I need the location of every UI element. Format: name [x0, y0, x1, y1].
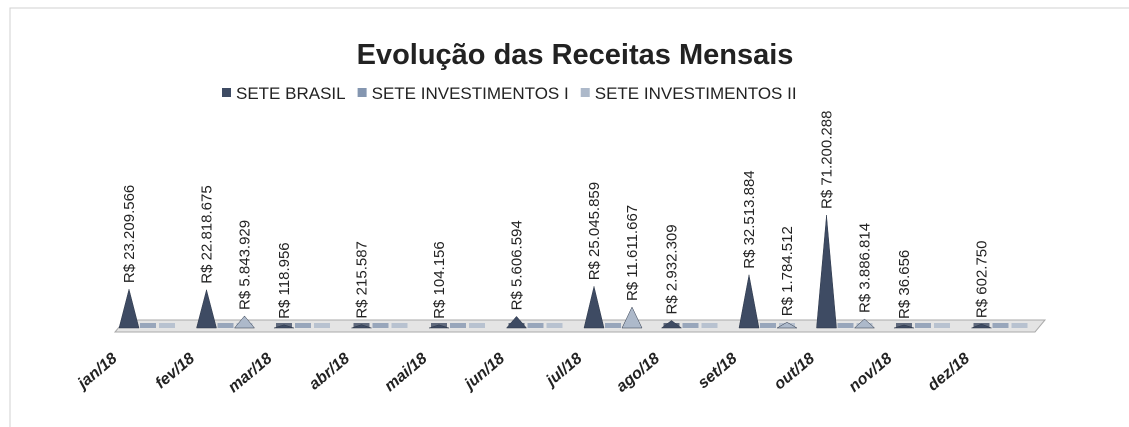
data-label: R$ 602.750 — [974, 240, 991, 318]
legend-label: SETE INVESTIMENTOS II — [595, 84, 797, 103]
cone — [621, 306, 643, 329]
series-base — [527, 323, 544, 328]
legend-swatch — [357, 88, 367, 97]
data-label: R$ 36.656 — [896, 250, 913, 319]
series-base — [217, 323, 234, 328]
data-label: R$ 22.818.675 — [199, 185, 216, 283]
data-label: R$ 5.606.594 — [509, 220, 526, 310]
series-base — [314, 323, 330, 328]
data-label: R$ 32.513.884 — [741, 170, 758, 268]
legend-swatch — [222, 88, 231, 97]
data-label: R$ 2.932.309 — [664, 224, 681, 314]
series-base — [295, 323, 311, 328]
series-base — [140, 323, 156, 328]
series-base — [159, 323, 175, 328]
data-label: R$ 5.843.929 — [237, 220, 254, 310]
cone — [118, 289, 140, 329]
chart-frame — [9, 7, 1129, 427]
legend-swatch — [580, 88, 590, 97]
cone — [583, 286, 605, 329]
cone — [816, 214, 837, 329]
series-base — [391, 323, 408, 328]
legend-label: SETE INVESTIMENTOS I — [372, 84, 569, 103]
series-base — [934, 323, 950, 328]
series-base — [915, 323, 931, 328]
data-label: R$ 11.611.667 — [624, 205, 641, 301]
data-label: R$ 71.200.288 — [819, 111, 836, 209]
data-label: R$ 215.587 — [354, 241, 371, 319]
cone — [853, 318, 876, 329]
chart-title: Evolução das Receitas Mensais — [357, 39, 794, 71]
series-base — [450, 323, 466, 328]
series-base — [837, 323, 854, 328]
cone — [660, 320, 683, 329]
series-base — [605, 323, 621, 328]
series-base — [992, 323, 1009, 328]
series-base — [701, 323, 718, 328]
series-base — [372, 323, 389, 328]
data-label: R$ 23.209.566 — [121, 185, 138, 283]
series-base — [682, 323, 699, 328]
cone — [428, 324, 450, 329]
series-base — [469, 323, 485, 328]
legend-label: SETE BRASIL — [236, 84, 346, 103]
cone — [233, 315, 256, 329]
cone — [971, 323, 992, 329]
cone — [351, 324, 372, 329]
data-label: R$ 25.045.859 — [586, 182, 603, 280]
cone — [893, 324, 915, 329]
floor — [113, 319, 1047, 333]
series-base — [546, 323, 563, 328]
data-label: R$ 104.156 — [431, 241, 448, 319]
cone — [196, 288, 217, 329]
series-base — [760, 323, 776, 328]
cone — [776, 321, 798, 329]
series-base — [1011, 323, 1028, 328]
data-label: R$ 118.956 — [276, 242, 293, 318]
data-label: R$ 1.784.512 — [779, 226, 796, 316]
cone — [505, 315, 528, 329]
cone — [273, 324, 295, 329]
cone — [738, 274, 760, 329]
data-label: R$ 3.886.814 — [857, 223, 874, 313]
